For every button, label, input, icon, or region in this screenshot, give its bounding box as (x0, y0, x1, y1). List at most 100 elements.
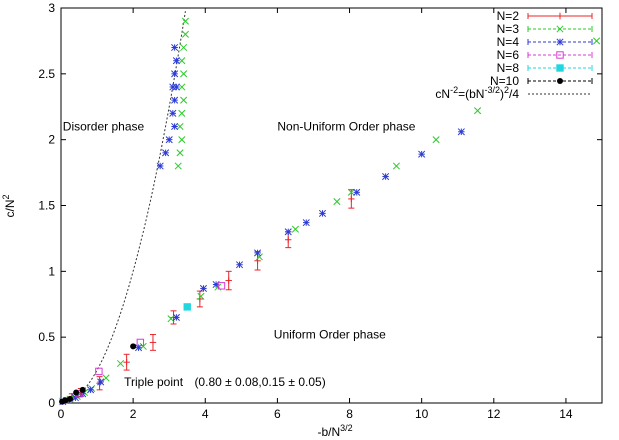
data-point (178, 109, 186, 117)
data-point (318, 209, 327, 217)
data-point (62, 397, 69, 404)
data-point (183, 303, 191, 311)
data-point (197, 292, 205, 300)
data-point (79, 386, 86, 393)
legend-marker (556, 51, 564, 59)
data-point (116, 359, 125, 368)
data-point (176, 149, 184, 157)
series-n-4 (59, 43, 465, 406)
data-point (162, 149, 170, 157)
data-point (348, 195, 355, 203)
y-tick-label: 0.5 (38, 330, 55, 344)
data-point (169, 109, 177, 117)
data-point (333, 197, 341, 206)
data-series-layer (59, 17, 601, 406)
series-n-3 (59, 17, 601, 404)
theory-curve (61, 11, 186, 404)
y-tick-label: 1.5 (38, 199, 55, 213)
data-point (474, 107, 482, 115)
annotation: Non-Uniform Order phase (277, 119, 415, 133)
data-point (167, 315, 175, 323)
data-point (181, 17, 189, 25)
x-tick-label: 2 (130, 407, 137, 421)
data-point (171, 122, 179, 131)
data-point (418, 150, 426, 158)
data-point (432, 136, 440, 144)
data-point (181, 30, 189, 38)
x-tick-label: 4 (202, 407, 209, 421)
theory-curve-layer (61, 11, 186, 404)
axis-labels: -b/N3/2 c/N2 (1, 194, 353, 439)
data-point (73, 389, 80, 396)
y-tick-label: 3 (48, 1, 55, 15)
data-point (97, 378, 105, 386)
legend-label: cN-2=(bN-3/2)2/4 (435, 85, 519, 101)
data-point (353, 188, 361, 196)
data-point (156, 162, 164, 170)
data-point (176, 122, 184, 131)
data-point (136, 338, 145, 347)
legend-marker (556, 64, 564, 72)
data-point (180, 96, 188, 104)
data-point (178, 57, 186, 65)
data-point (235, 261, 244, 269)
series-n-6 (75, 282, 226, 398)
data-point (254, 249, 262, 257)
legend-label: N=8 (497, 61, 520, 75)
data-point (172, 57, 180, 65)
x-tick-label: 0 (58, 407, 65, 421)
legend-label: N=6 (497, 48, 520, 62)
data-point (178, 136, 186, 144)
legend-marker (557, 78, 563, 84)
y-axis-label-group: c/N2 (1, 194, 17, 217)
data-point (225, 277, 232, 284)
data-point (347, 188, 355, 196)
data-point (302, 219, 310, 227)
data-point (382, 172, 390, 181)
data-point (172, 313, 180, 321)
plot-frame (60, 7, 603, 404)
data-point (139, 342, 147, 350)
plot-area: 0 2 4 6 8 10 12 14 0 0.5 1 1.5 2 2.5 3 (38, 1, 603, 421)
legend-label: N=10 (490, 74, 519, 88)
annotation: Uniform Order phase (274, 327, 386, 341)
data-point (67, 396, 74, 403)
x-tick-label: 8 (346, 407, 353, 421)
data-point (593, 37, 601, 45)
x-tick-label: 10 (415, 407, 429, 421)
data-point (180, 70, 188, 78)
legend-marker (556, 38, 564, 46)
data-point (284, 228, 292, 236)
data-point (95, 367, 103, 376)
legend-marker (556, 12, 564, 20)
x-axis-label: -b/N3/2 (318, 423, 353, 439)
y-tick-label: 0 (48, 396, 55, 410)
legend-label: N=3 (497, 22, 520, 36)
series-n-8 (183, 303, 191, 311)
y-tick-label: 2.5 (38, 67, 55, 81)
y-axis-label: c/N2 (1, 194, 17, 217)
data-point (149, 339, 157, 346)
legend-label: N=4 (497, 35, 520, 49)
data-point (178, 83, 186, 91)
y-tick-label: 2 (48, 133, 55, 147)
annotations-layer: Disorder phase Non-Uniform Order phase Uni… (63, 119, 416, 388)
y-tick-label: 1 (48, 264, 55, 278)
x-tick-label: 6 (274, 407, 281, 421)
legend-marker (556, 25, 564, 33)
data-point (457, 128, 465, 136)
data-point (102, 374, 110, 382)
series-n-2 (60, 189, 355, 404)
annotation: Disorder phase (63, 119, 145, 133)
data-point (392, 162, 400, 170)
data-point (123, 358, 130, 366)
data-point (291, 225, 299, 233)
data-point (180, 43, 188, 52)
data-point (199, 284, 208, 293)
data-point (169, 83, 177, 91)
data-point (87, 386, 95, 394)
annotation: (0.80 ± 0.08,0.15 ± 0.05) (194, 375, 325, 389)
data-point (130, 343, 137, 350)
